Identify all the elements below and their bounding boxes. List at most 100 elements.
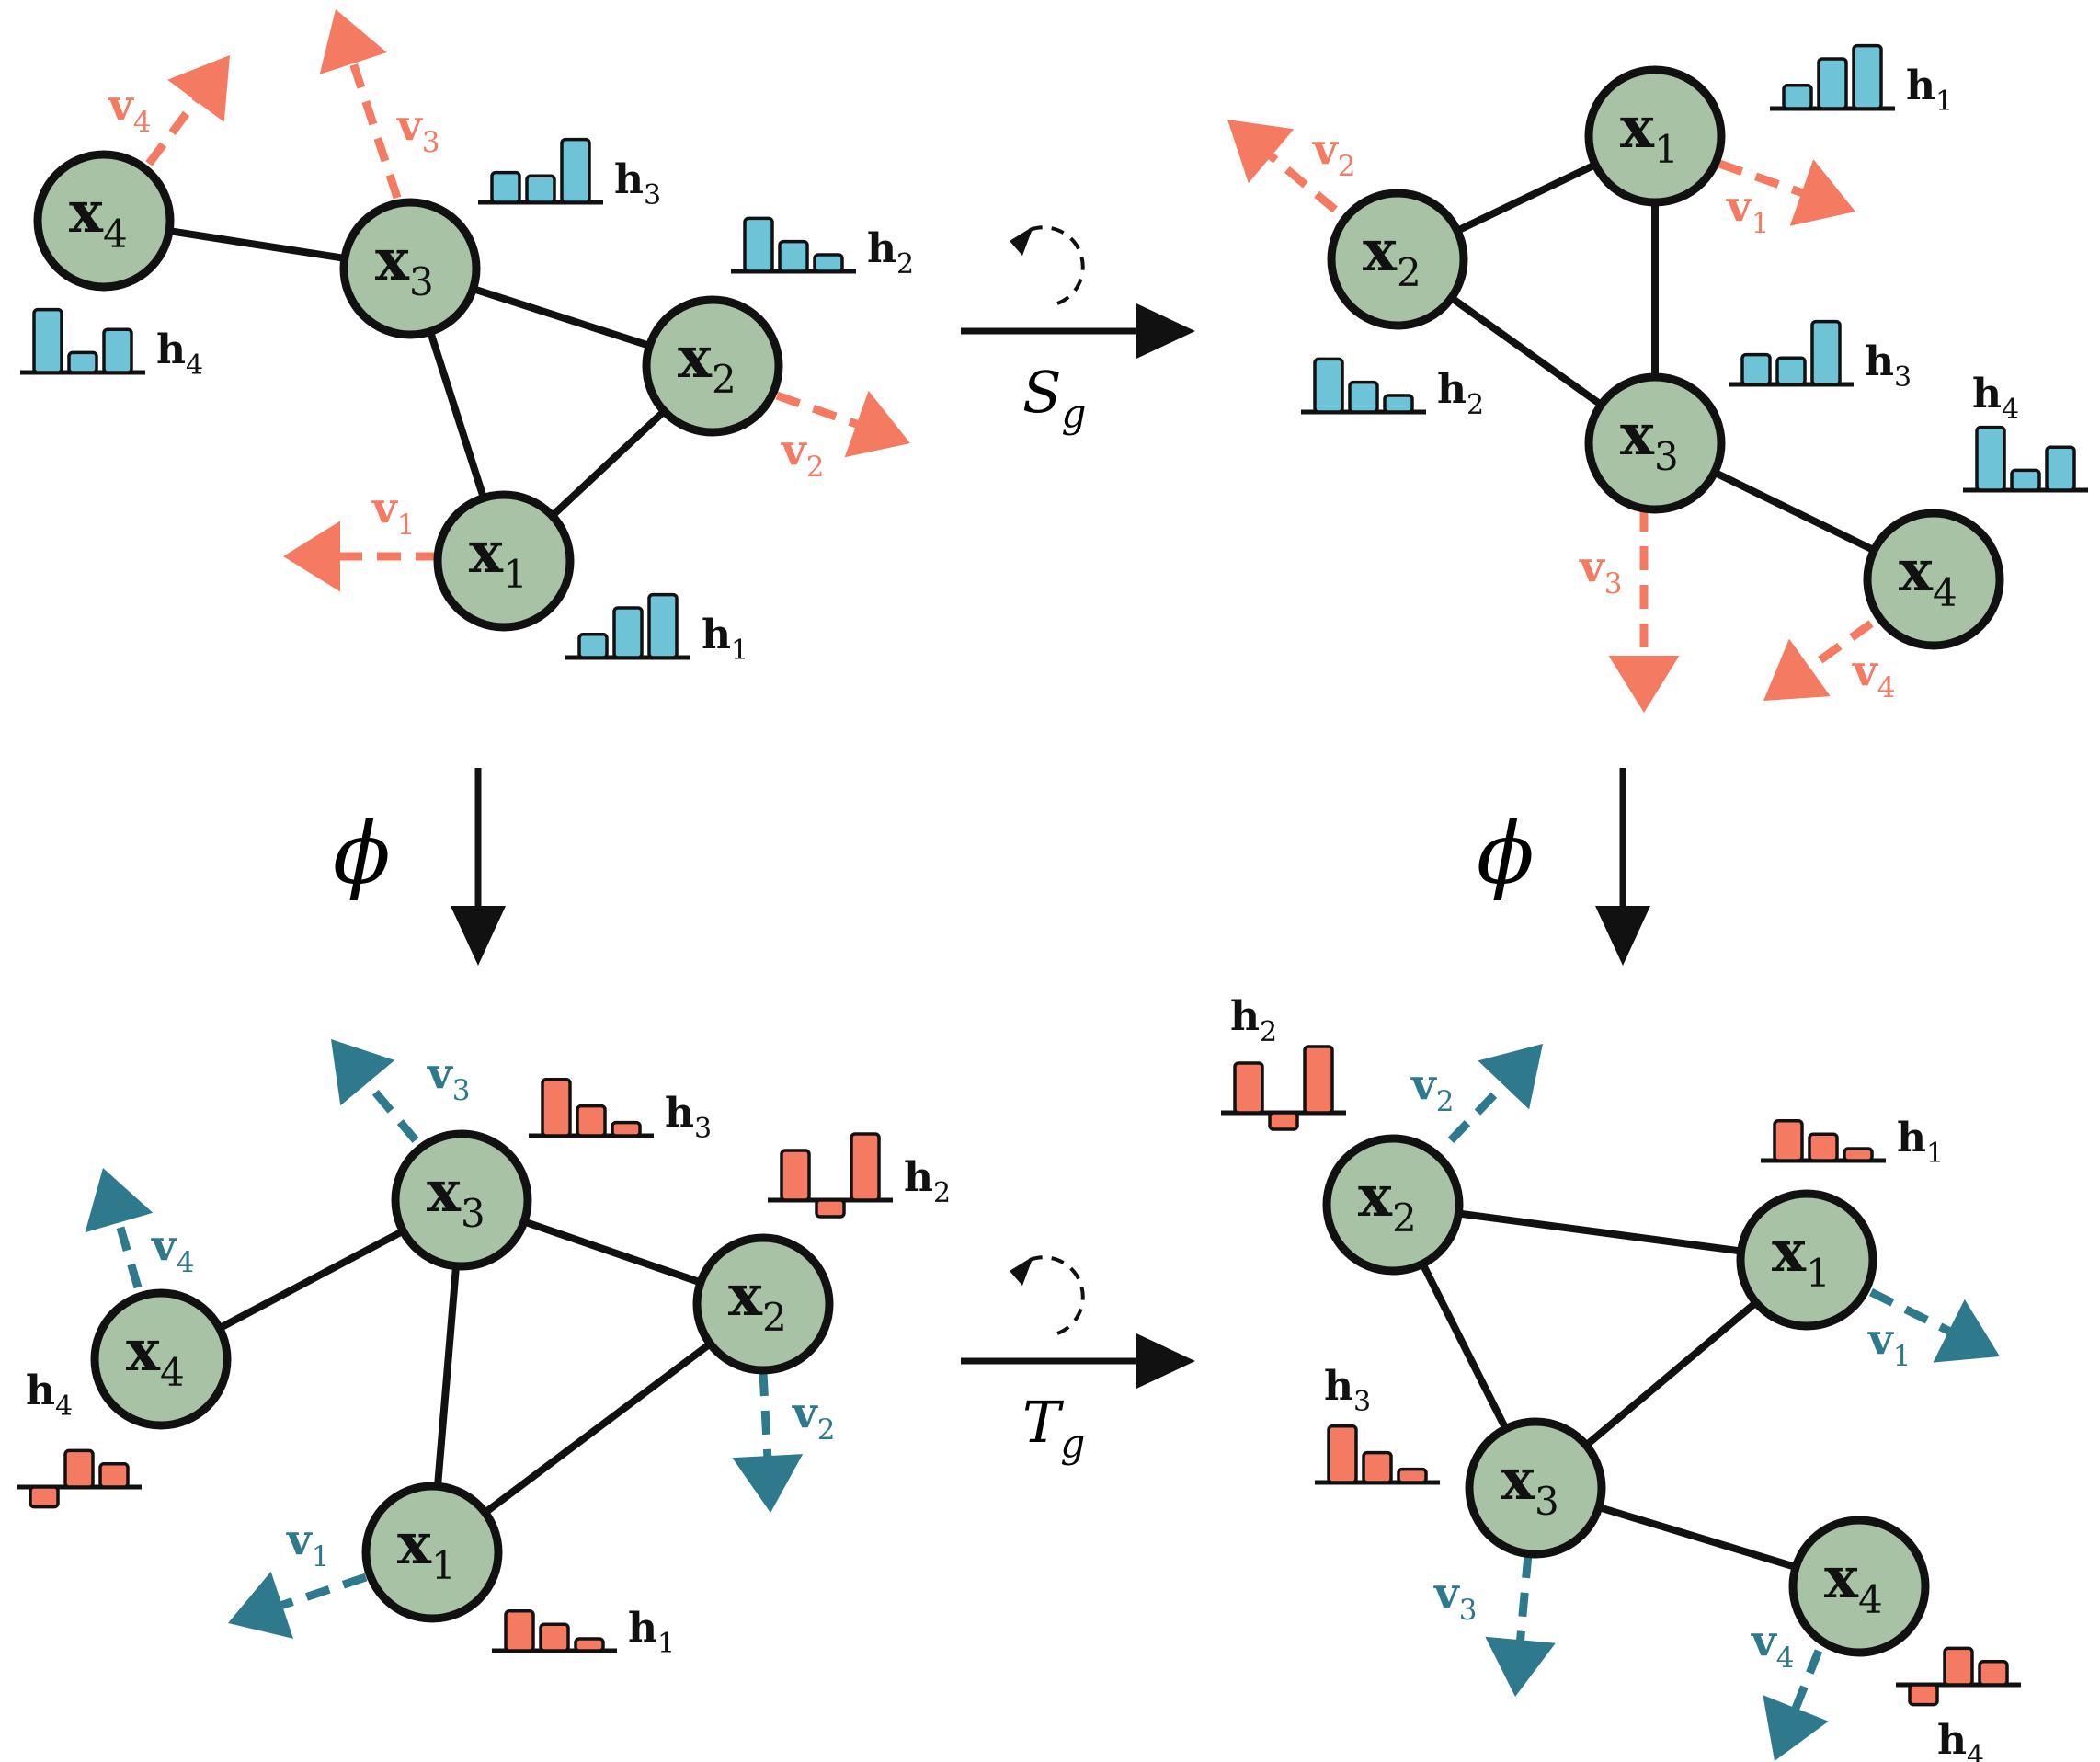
histogram-label-h4: h4 bbox=[1937, 1717, 1984, 1762]
histogram-label-h2: h2 bbox=[867, 225, 914, 280]
vector-v1: v1 bbox=[1867, 1287, 2000, 1373]
node-x3: x3 bbox=[1465, 1417, 1606, 1559]
vector-v1: v1 bbox=[228, 1515, 368, 1639]
vector-arrowhead-icon bbox=[228, 1571, 293, 1639]
histogram-bar bbox=[1775, 356, 1807, 386]
histogram-label-h1: h1 bbox=[628, 1605, 675, 1660]
histogram-bar bbox=[1852, 43, 1883, 110]
node-x1: x1 bbox=[1736, 1189, 1877, 1331]
panel-output-original: v1 h1 v2 h2 v3 h3 v4 h4 x1 x2 x3 x4 bbox=[17, 1039, 951, 1660]
histogram-bar bbox=[778, 239, 809, 273]
vector-v1: v1 bbox=[283, 483, 439, 592]
rotation-icon bbox=[1029, 1255, 1085, 1335]
arrowhead-icon bbox=[451, 906, 506, 966]
histogram-bar bbox=[813, 253, 844, 273]
histogram-bar bbox=[576, 1104, 607, 1138]
map-arrow-right: ϕ bbox=[1477, 768, 1650, 966]
histogram-bar bbox=[32, 307, 63, 374]
histogram-bar bbox=[1327, 1424, 1358, 1484]
panel-output-transformed: v1 h1 v2 h2 v3 h3 v4 h4 x1 x2 x3 x4 bbox=[1221, 993, 2021, 1762]
histogram-h3: h3 bbox=[529, 1078, 712, 1145]
histogram-bar bbox=[815, 1198, 846, 1219]
histogram-bar bbox=[539, 1622, 570, 1653]
histogram-h3: h3 bbox=[1315, 1363, 1440, 1485]
vector-arrowhead-icon bbox=[1478, 1044, 1543, 1110]
node-x1: x1 bbox=[1584, 65, 1726, 207]
vector-arrowhead-icon bbox=[732, 1454, 804, 1513]
vector-v3: v3 bbox=[319, 9, 439, 200]
vector-v3: v3 bbox=[1579, 508, 1680, 713]
histogram-h2: h2 bbox=[731, 216, 914, 280]
node-x2: x2 bbox=[1327, 189, 1468, 330]
histogram-bar bbox=[29, 1485, 60, 1509]
vector-v2: v2 bbox=[1410, 1044, 1543, 1144]
node-x4: x4 bbox=[1863, 509, 2004, 650]
histogram-bar bbox=[63, 1448, 95, 1489]
histogram-bar bbox=[1817, 57, 1848, 110]
vector-label-v3: v3 bbox=[396, 100, 439, 159]
vector-v1: v1 bbox=[1718, 159, 1855, 240]
vector-arrowhead-icon bbox=[1933, 1299, 2000, 1363]
histogram-bar bbox=[1383, 394, 1414, 414]
histogram-bar bbox=[1233, 1061, 1264, 1115]
histogram-label-h3: h3 bbox=[614, 156, 661, 212]
map-arrow-left: ϕ bbox=[333, 768, 506, 966]
input-transform-arrow: Sg bbox=[961, 225, 1195, 436]
histogram-bar bbox=[1943, 1646, 1974, 1687]
vector-label-v2: v2 bbox=[792, 1388, 835, 1447]
node-label-x3: x3 bbox=[1501, 1446, 1559, 1524]
histogram-label-h1: h1 bbox=[702, 612, 748, 667]
histogram-bar bbox=[1810, 319, 1842, 386]
histogram-bar bbox=[1303, 1045, 1334, 1115]
histogram-label-h3: h3 bbox=[1324, 1363, 1371, 1418]
vector-arrowhead-icon bbox=[319, 9, 387, 74]
histogram-bar bbox=[647, 592, 679, 659]
histogram-bar bbox=[1908, 1683, 1939, 1707]
vector-v2: v2 bbox=[1227, 120, 1355, 213]
vector-v3: v3 bbox=[1433, 1553, 1556, 1697]
node-x4: x4 bbox=[90, 1288, 232, 1430]
histogram-bar bbox=[525, 174, 556, 204]
histogram-label-h4: h4 bbox=[26, 1367, 73, 1423]
vector-v4: v4 bbox=[1763, 620, 1895, 704]
histogram-h4: h4 bbox=[1896, 1646, 2021, 1762]
vector-label-v2: v2 bbox=[1410, 1059, 1454, 1118]
histogram-bar bbox=[611, 1120, 642, 1138]
histogram-h4: h4 bbox=[17, 1367, 142, 1509]
histogram-label-h3: h3 bbox=[665, 1090, 712, 1145]
histogram-h1: h1 bbox=[492, 1605, 675, 1660]
node-label-x2: x2 bbox=[728, 1262, 787, 1340]
histogram-bar bbox=[850, 1132, 881, 1202]
vector-label-v3: v3 bbox=[1433, 1568, 1477, 1627]
histogram-h1: h1 bbox=[1770, 43, 1953, 118]
histogram-label-h4: h4 bbox=[156, 326, 203, 382]
vector-arrowhead-icon bbox=[283, 521, 340, 592]
histogram-bar bbox=[1843, 1147, 1874, 1162]
histogram-h3: h3 bbox=[478, 137, 661, 212]
node-x1: x1 bbox=[361, 1482, 503, 1623]
vector-arrowhead-icon bbox=[331, 1039, 395, 1106]
vector-label-v4: v4 bbox=[1852, 646, 1895, 704]
histogram-bar bbox=[1397, 1467, 1428, 1484]
node-x1: x1 bbox=[433, 490, 575, 632]
histogram-bar bbox=[574, 1637, 605, 1653]
node-label-x3: x3 bbox=[375, 226, 434, 304]
vector-arrowhead-icon bbox=[1789, 159, 1855, 226]
node-label-x1: x1 bbox=[397, 1510, 456, 1588]
histogram-label-h2: h2 bbox=[1230, 993, 1277, 1048]
histogram-bar bbox=[577, 633, 609, 659]
vector-v4: v4 bbox=[1751, 1616, 1829, 1761]
histogram-h1: h1 bbox=[1761, 1115, 1944, 1170]
vector-arrowhead-icon bbox=[1227, 120, 1295, 184]
histogram-bar bbox=[1978, 1660, 2009, 1687]
node-x3: x3 bbox=[339, 198, 481, 339]
vector-arrowhead-icon bbox=[844, 390, 910, 458]
vector-label-v2: v2 bbox=[781, 425, 824, 484]
vector-label-v1: v1 bbox=[286, 1515, 329, 1573]
arrowhead-icon bbox=[1136, 303, 1195, 359]
histogram-bar bbox=[612, 606, 644, 659]
node-label-x4: x4 bbox=[1899, 537, 1957, 615]
node-x3: x3 bbox=[1584, 372, 1726, 514]
histogram-h2: h2 bbox=[768, 1132, 951, 1219]
